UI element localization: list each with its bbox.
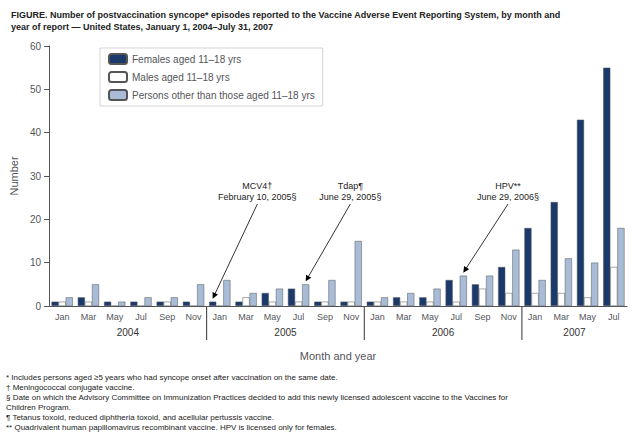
- svg-text:* Includes persons aged ≥5 yea: * Includes persons aged ≥5 years who had…: [6, 373, 338, 382]
- svg-text:Jul: Jul: [293, 312, 305, 322]
- svg-text:2005: 2005: [274, 327, 297, 338]
- svg-text:Mar: Mar: [238, 312, 254, 322]
- svg-text:Jan: Jan: [213, 312, 228, 322]
- svg-text:Sep: Sep: [159, 312, 175, 322]
- svg-text:10: 10: [30, 257, 42, 268]
- svg-text:† Meningococcal conjugate vacc: † Meningococcal conjugate vaccine.: [6, 383, 135, 392]
- svg-text:Jul: Jul: [608, 312, 620, 322]
- svg-text:year of report — United States: year of report — United States, January …: [11, 22, 273, 32]
- svg-text:Nov: Nov: [343, 312, 360, 322]
- svg-text:2004: 2004: [117, 327, 140, 338]
- svg-text:Number: Number: [8, 156, 20, 195]
- svg-text:May: May: [421, 312, 439, 322]
- svg-text:June 29, 2006§: June 29, 2006§: [477, 192, 539, 202]
- svg-text:Males aged 11–18 yrs: Males aged 11–18 yrs: [132, 72, 230, 83]
- svg-text:Sep: Sep: [474, 312, 490, 322]
- svg-text:May: May: [106, 312, 124, 322]
- svg-text:¶ Tetanus toxoid, reduced diph: ¶ Tetanus toxoid, reduced diphtheria tox…: [6, 413, 274, 422]
- svg-text:Children Program.: Children Program.: [6, 403, 71, 412]
- svg-text:Sep: Sep: [317, 312, 333, 322]
- svg-text:Jan: Jan: [370, 312, 385, 322]
- svg-text:Month and year: Month and year: [300, 350, 377, 362]
- svg-text:§ Date on which the Advisory C: § Date on which the Advisory Committee o…: [6, 393, 510, 402]
- svg-text:30: 30: [30, 171, 42, 182]
- svg-text:Mar: Mar: [396, 312, 412, 322]
- svg-text:50: 50: [30, 84, 42, 95]
- svg-text:Jul: Jul: [450, 312, 462, 322]
- svg-text:MCV4†: MCV4†: [242, 181, 272, 191]
- svg-text:Mar: Mar: [81, 312, 97, 322]
- svg-text:0: 0: [35, 301, 41, 312]
- svg-text:May: May: [264, 312, 282, 322]
- svg-text:40: 40: [30, 127, 42, 138]
- svg-text:Mar: Mar: [554, 312, 570, 322]
- svg-text:20: 20: [30, 214, 42, 225]
- svg-text:Nov: Nov: [501, 312, 518, 322]
- svg-text:2007: 2007: [563, 327, 586, 338]
- svg-text:** Quadrivalent human papillom: ** Quadrivalent human papillomavirus rec…: [6, 423, 337, 432]
- svg-text:Tdap¶: Tdap¶: [338, 181, 364, 191]
- svg-text:Nov: Nov: [186, 312, 203, 322]
- svg-text:June 29, 2005§: June 29, 2005§: [319, 192, 381, 202]
- svg-text:Jul: Jul: [135, 312, 147, 322]
- svg-text:Females aged 11–18 yrs: Females aged 11–18 yrs: [132, 54, 241, 65]
- svg-text:Persons other than those aged: Persons other than those aged 11–18 yrs: [132, 90, 315, 101]
- svg-text:Jan: Jan: [55, 312, 70, 322]
- svg-text:May: May: [579, 312, 597, 322]
- svg-text:60: 60: [30, 41, 42, 52]
- svg-text:Jan: Jan: [528, 312, 543, 322]
- svg-text:FIGURE. Number of postvaccinat: FIGURE. Number of postvaccination syncop…: [11, 10, 560, 20]
- svg-text:February 10, 2005§: February 10, 2005§: [218, 192, 297, 202]
- svg-text:2006: 2006: [432, 327, 455, 338]
- svg-text:HPV**: HPV**: [495, 181, 521, 191]
